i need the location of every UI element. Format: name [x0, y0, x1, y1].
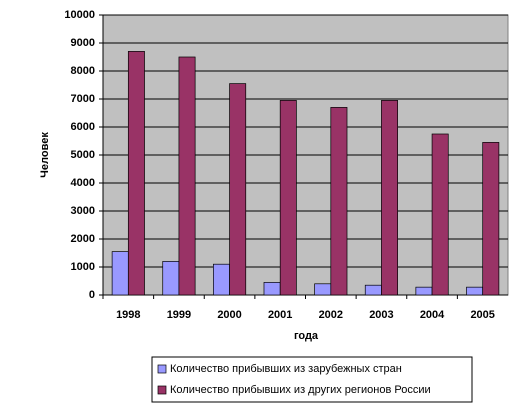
bar: [178, 56, 196, 296]
bar: [381, 100, 398, 296]
x-tick-label: 2005: [470, 309, 494, 321]
x-tick-label: 1998: [116, 309, 140, 321]
legend-label: Количество прибывших из других регионов …: [170, 384, 431, 396]
bar: [111, 251, 129, 296]
bar: [482, 142, 500, 296]
y-tick-label: 4000: [71, 177, 95, 189]
x-tick-label: 2000: [217, 309, 241, 321]
bar: [279, 100, 297, 296]
legend-box: [151, 356, 473, 403]
legend-swatch: [157, 385, 167, 395]
x-tick-label: 2002: [319, 309, 343, 321]
x-tick-label: 1999: [167, 309, 191, 321]
bar: [330, 107, 348, 296]
x-tick-label: 2001: [268, 309, 292, 321]
y-tick-label: 6000: [71, 121, 95, 133]
y-tick-label: 9000: [71, 37, 95, 49]
bar: [364, 284, 382, 296]
bar: [263, 282, 281, 296]
y-tick-label: 3000: [71, 205, 95, 217]
bar: [314, 283, 332, 296]
y-tick-label: 0: [89, 289, 95, 301]
bar: [466, 286, 484, 296]
bar: [229, 83, 247, 296]
y-tick-label: 2000: [71, 233, 95, 245]
bar: [162, 261, 180, 296]
y-tick-label: 5000: [71, 149, 95, 161]
y-tick-label: 10000: [64, 9, 95, 21]
y-tick-label: 1000: [71, 261, 95, 273]
y-tick-label: 7000: [71, 93, 95, 105]
bar: [415, 286, 433, 296]
y-tick-label: 8000: [71, 65, 95, 77]
bar: [431, 133, 449, 296]
x-axis-label: года: [294, 330, 319, 342]
bar: [127, 51, 145, 296]
y-axis-label: Человек: [39, 132, 51, 178]
x-tick-label: 2003: [369, 309, 393, 321]
x-tick-label: 2004: [420, 309, 445, 321]
bar: [213, 263, 230, 296]
legend-label: Количество прибывших из зарубежных стран: [170, 363, 402, 375]
legend-swatch: [157, 364, 167, 374]
